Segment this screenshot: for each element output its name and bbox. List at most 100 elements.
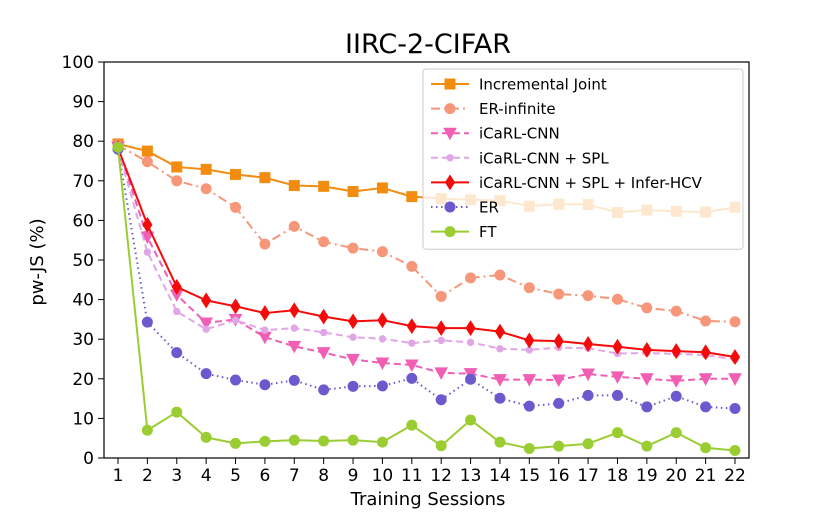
data-point xyxy=(465,373,477,385)
data-point xyxy=(230,201,242,213)
legend-marker xyxy=(444,78,456,90)
legend-label: Incremental Joint xyxy=(479,76,607,94)
data-point xyxy=(494,392,506,404)
x-tick-label: 20 xyxy=(665,466,687,486)
legend-entry: iCaRL-CNN + SPL xyxy=(431,149,609,167)
legend-label: iCaRL-CNN xyxy=(479,125,560,143)
data-point xyxy=(376,436,388,448)
series-line xyxy=(117,144,736,323)
data-point xyxy=(524,332,535,349)
data-point xyxy=(494,323,506,340)
legend-box xyxy=(422,68,744,250)
data-point xyxy=(259,238,271,250)
x-tick-label: 17 xyxy=(577,466,599,486)
x-tick-label: 7 xyxy=(289,466,300,486)
x-tick-label: 16 xyxy=(548,466,570,486)
data-point xyxy=(640,373,654,386)
data-point xyxy=(259,435,271,447)
data-point xyxy=(201,292,212,309)
data-point xyxy=(349,333,357,341)
data-point xyxy=(347,313,359,330)
data-point xyxy=(553,288,565,300)
legend-entry: ER-infinite xyxy=(431,100,556,118)
y-tick-label: 10 xyxy=(72,409,94,429)
data-point xyxy=(406,318,417,335)
x-tick-label: 1 xyxy=(113,466,124,486)
data-point xyxy=(230,168,242,180)
data-point xyxy=(230,374,242,386)
data-point xyxy=(406,260,418,272)
data-point xyxy=(318,236,330,248)
data-point xyxy=(261,326,269,334)
y-tick-label: 0 xyxy=(83,449,94,469)
series-line xyxy=(117,148,736,410)
data-point xyxy=(641,341,652,358)
data-point xyxy=(319,328,328,337)
legend: Incremental Joint ER-infinite iCaRL-CNN iCa… xyxy=(422,68,744,250)
data-point xyxy=(375,357,390,371)
data-point xyxy=(230,437,242,449)
data-point xyxy=(378,335,387,343)
x-tick-label: 8 xyxy=(318,466,329,486)
data-point xyxy=(670,427,682,439)
y-tick-label: 50 xyxy=(72,251,94,271)
series-ft xyxy=(112,141,741,456)
data-point xyxy=(611,293,623,305)
data-point xyxy=(346,353,360,367)
data-point xyxy=(288,220,300,232)
data-point xyxy=(231,316,240,324)
data-point xyxy=(347,242,359,254)
data-point xyxy=(493,374,507,387)
data-point xyxy=(404,359,419,372)
data-point xyxy=(141,156,153,168)
data-point xyxy=(435,394,447,406)
data-point xyxy=(287,340,302,354)
x-tick-label: 15 xyxy=(519,466,541,486)
data-point xyxy=(582,290,594,302)
y-tick-label: 70 xyxy=(72,172,94,192)
legend-label: iCaRL-CNN + SPL xyxy=(479,149,609,167)
data-point xyxy=(611,427,623,439)
legend-marker xyxy=(444,174,456,191)
x-axis-title: Training Sessions xyxy=(350,489,506,510)
data-point xyxy=(171,347,183,359)
data-point xyxy=(729,349,741,365)
data-point xyxy=(583,336,594,352)
x-tick-label: 9 xyxy=(348,466,359,486)
data-point xyxy=(700,315,712,327)
x-tick-label: 21 xyxy=(695,466,717,486)
data-point xyxy=(376,246,388,258)
data-point xyxy=(670,390,682,402)
data-point xyxy=(171,161,183,173)
data-point xyxy=(551,374,566,388)
series-line xyxy=(117,147,736,359)
data-point xyxy=(141,316,153,328)
data-point xyxy=(523,282,535,294)
data-point xyxy=(202,325,210,333)
data-point xyxy=(611,389,623,401)
data-point xyxy=(318,384,330,396)
data-point xyxy=(728,373,742,386)
data-point xyxy=(171,175,183,187)
y-tick-label: 60 xyxy=(72,211,94,231)
data-point xyxy=(582,389,594,401)
data-point xyxy=(700,442,712,454)
data-point xyxy=(465,320,476,337)
y-tick-label: 80 xyxy=(72,132,94,152)
data-point xyxy=(700,344,711,361)
series-line xyxy=(117,146,735,382)
chart-title: IIRC-2-CIFAR xyxy=(345,29,511,60)
data-point xyxy=(288,434,300,446)
series-icarl-cnn xyxy=(111,141,742,388)
y-tick-label: 30 xyxy=(72,330,94,350)
data-point xyxy=(670,305,682,317)
data-point xyxy=(142,216,153,233)
data-point xyxy=(435,440,447,452)
x-tick-label: 22 xyxy=(724,466,746,486)
data-point xyxy=(729,403,741,414)
data-point xyxy=(671,343,682,360)
data-point xyxy=(318,308,329,325)
data-point xyxy=(143,248,152,256)
data-point xyxy=(200,163,212,175)
data-point xyxy=(434,367,449,380)
